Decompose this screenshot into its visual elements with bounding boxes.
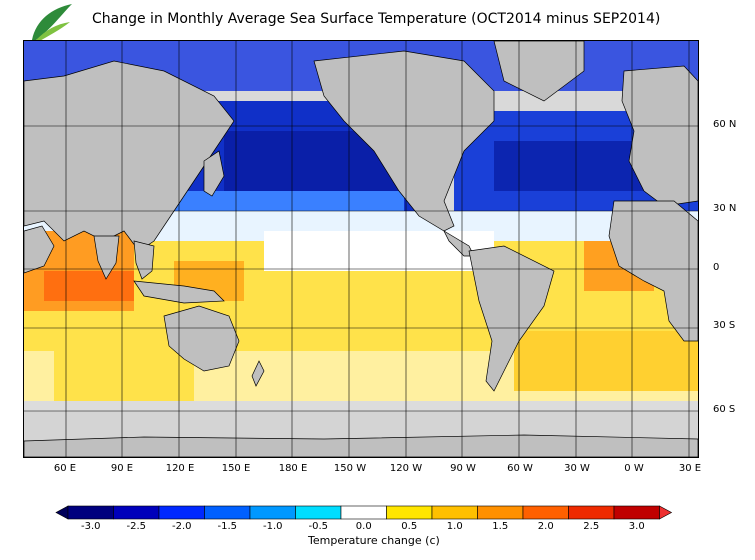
landmass-japan (203, 150, 225, 197)
colorbar-swatch-4 (249, 505, 296, 520)
colorbar-tick-label: -0.5 (308, 521, 329, 532)
landmass-arabia (24, 225, 55, 274)
lon-label-180e: 180 E (278, 463, 308, 474)
colorbar-swatch-9 (477, 505, 524, 520)
lon-label-30e: 30 E (678, 463, 702, 474)
lon-label-120w: 120 W (389, 463, 423, 474)
landmass-indochina (133, 240, 155, 280)
lon-label-0w: 0 W (624, 463, 644, 474)
lon-label-120e: 120 E (165, 463, 195, 474)
colorbar-swatch-11 (568, 505, 615, 520)
colorbar-swatch-0 (67, 505, 114, 520)
colorbar-tick-label: -3.0 (80, 521, 101, 532)
colorbar-swatch-3 (204, 505, 251, 520)
colorbar-tick-label: 2.5 (583, 521, 600, 532)
colorbar-tick-label: 1.0 (446, 521, 463, 532)
colorbar-swatch-2 (158, 505, 205, 520)
colorbar-title: Temperature change (c) (308, 534, 440, 547)
lat-label-0: 0 (713, 262, 720, 273)
lon-label-60e: 60 E (53, 463, 77, 474)
landmass-central-america (443, 230, 475, 257)
landmass-antarctica (24, 434, 698, 457)
landmass-south-america (468, 245, 555, 392)
landmass-north-america (313, 50, 495, 232)
lat-label-60n: 60 N (713, 119, 737, 130)
colorbar-tick-label: -1.5 (217, 521, 238, 532)
lat-label-60s: 60 S (713, 404, 736, 415)
landmass-india (93, 235, 120, 280)
colorbar-swatch-7 (386, 505, 433, 520)
colorbar-tick-label: 0.5 (401, 521, 418, 532)
landmass-greenland (493, 41, 585, 102)
lat-label-30n: 30 N (713, 203, 737, 214)
leaf-logo-small (36, 22, 70, 42)
landmass-europe (621, 65, 698, 207)
landmass-new-zealand (251, 360, 265, 387)
lon-label-90e: 90 E (110, 463, 134, 474)
colorbar-tick-label: 0.0 (355, 521, 372, 532)
lon-label-150e: 150 E (221, 463, 251, 474)
lat-lon-grid (24, 41, 698, 457)
colorbar-tick-label: 1.5 (492, 521, 509, 532)
colorbar-swatch-10 (522, 505, 569, 520)
colorbar-tick-label: -2.5 (126, 521, 147, 532)
lon-label-30w: 30 W (564, 463, 590, 474)
colorbar-extend-low (55, 505, 69, 520)
land-masses (24, 41, 698, 457)
colorbar-swatch-1 (113, 505, 160, 520)
sst-map (23, 40, 699, 458)
landmass-asia (24, 60, 235, 252)
landmass-australia (163, 305, 240, 372)
lon-label-90w: 90 W (450, 463, 476, 474)
colorbar-swatch-5 (295, 505, 342, 520)
leaf-logo-large (32, 4, 72, 40)
colorbar-tick-label: 2.0 (537, 521, 554, 532)
landmass-africa (608, 200, 698, 342)
colorbar-swatch-12 (613, 505, 660, 520)
colorbar-extend-high (659, 505, 673, 520)
lat-label-30s: 30 S (713, 320, 736, 331)
lon-label-150w: 150 W (333, 463, 367, 474)
colorbar-tick-label: -1.0 (262, 521, 283, 532)
colorbar-tick-label: 3.0 (628, 521, 645, 532)
colorbar-swatch-6 (340, 505, 387, 520)
colorbar-tick-label: -2.0 (171, 521, 192, 532)
colorbar-swatch-8 (431, 505, 478, 520)
lon-label-60w: 60 W (507, 463, 533, 474)
map-title: Change in Monthly Average Sea Surface Te… (92, 11, 661, 27)
